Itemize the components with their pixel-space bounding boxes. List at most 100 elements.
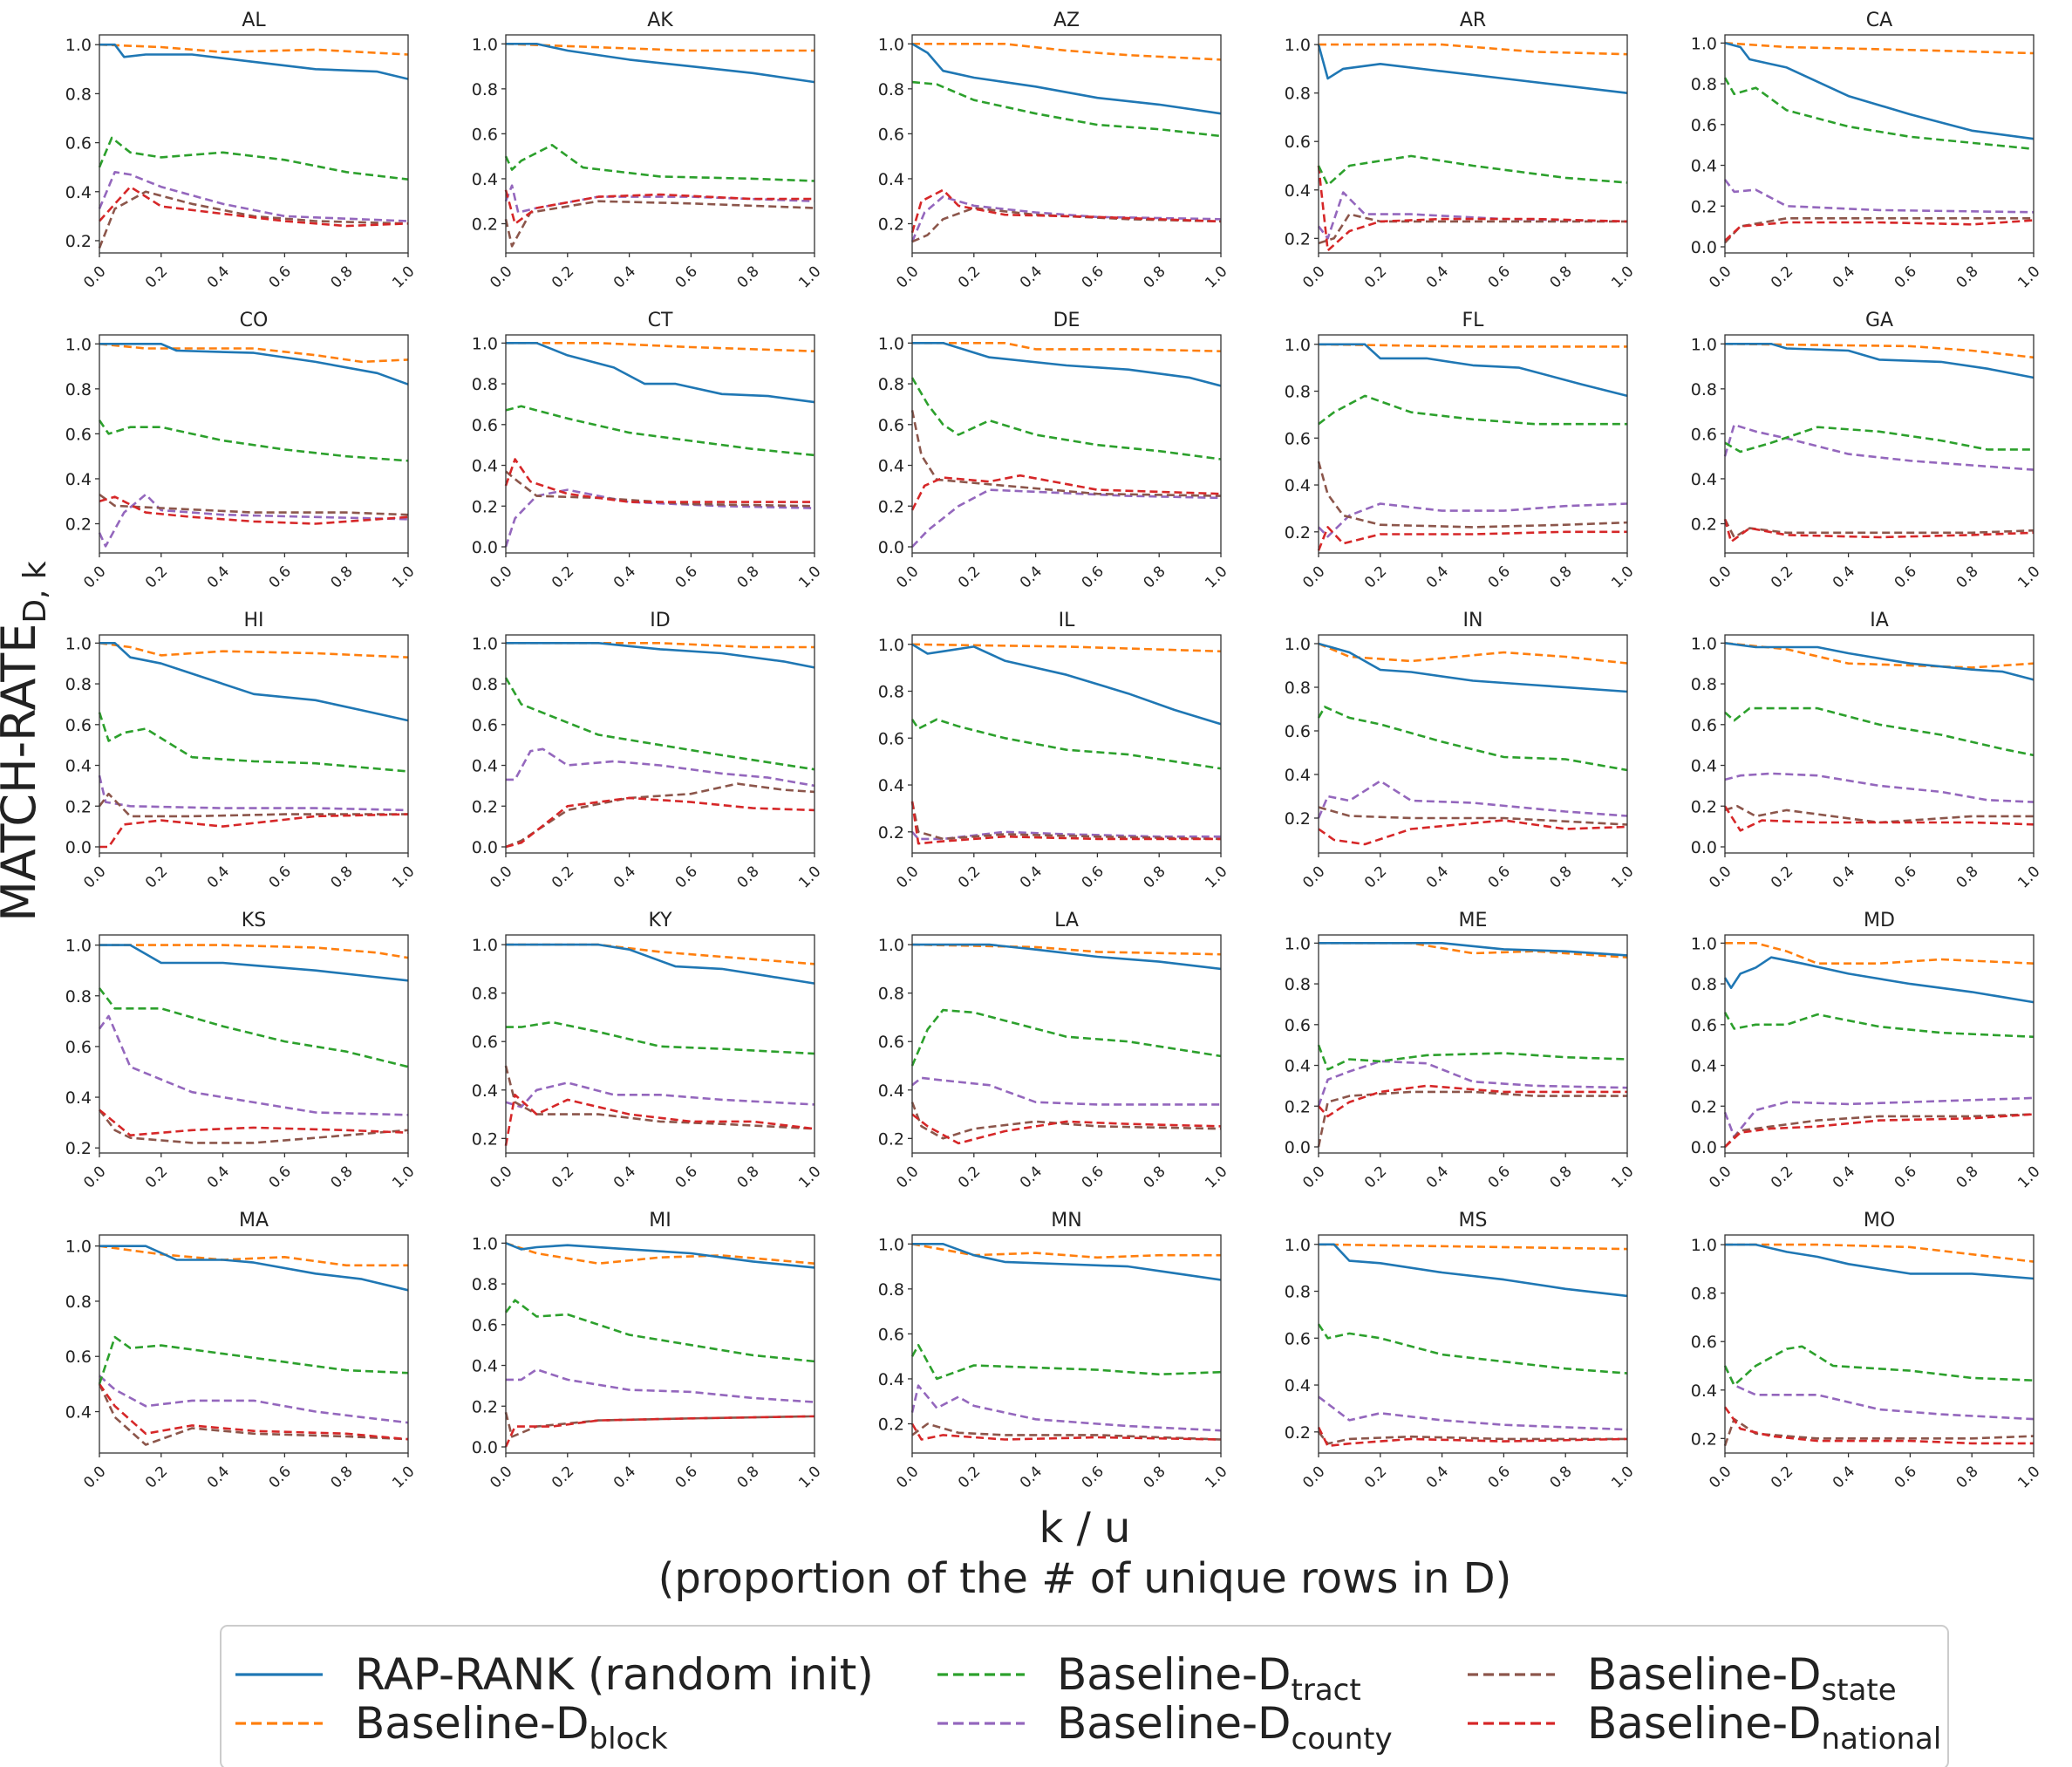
series-line-national [504,189,814,225]
series-line-rap [505,1242,815,1269]
subplot-ak: AK 0.2 0.4 0.6 0.8 1.0 0.0 0.2 0.4 0.6 0.8 1.0 [472,10,825,292]
x-tick-label: 0.4 [610,1463,639,1491]
x-tick-label: 1.0 [795,863,824,891]
series-line-state [505,782,815,849]
subplot-title: AR [1460,10,1486,31]
x-tick-label: 1.0 [1608,1163,1637,1191]
y-tick-label: 0.2 [472,497,498,516]
x-tick-label: 0.0 [487,263,515,291]
subplot-title: GA [1865,310,1893,331]
plot-frame [505,34,815,254]
subplot-md: MD 0.0 0.2 0.4 0.6 0.8 1.0 0.0 0.2 0.4 0.6 0.8 1.0 [1691,910,2044,1192]
series-line-county [98,171,409,222]
y-tick-label: 0.2 [65,1139,92,1158]
x-tick-label: 0.2 [1361,863,1390,891]
x-tick-label: 0.8 [1953,263,1981,291]
x-tick-label: 0.8 [1546,863,1575,891]
plot-frame [99,334,409,554]
subplot-title: AK [647,10,673,31]
series-line-rap [99,642,409,722]
subplot-title: AZ [1053,10,1080,31]
series-line-rap [1723,956,2035,1004]
x-tick-label: 0.0 [487,1163,515,1191]
x-tick-label: 0.8 [733,863,762,891]
series-line-national [910,801,1221,845]
series-line-state [504,1411,815,1438]
legend-item-county: Baseline-Dcounty [937,1698,1393,1757]
series-line-county [506,747,815,788]
y-tick-label: 0.8 [878,985,904,1004]
x-tick-label: 0.0 [487,1463,515,1491]
x-tick-label: 0.6 [1079,1163,1108,1191]
y-tick-label: 0.4 [1691,1382,1717,1401]
x-tick-label: 0.0 [1299,263,1328,291]
series-line-state [910,410,1222,497]
x-tick-label: 0.2 [549,1163,577,1191]
x-tick-label: 0.6 [266,1163,295,1191]
x-tick-label: 0.6 [1891,263,1920,291]
subplot-title: MO [1864,1210,1895,1231]
x-tick-label: 0.8 [1953,863,1981,891]
x-tick-label: 1.0 [1608,263,1637,291]
x-tick-label: 0.6 [1891,863,1920,891]
subplot-mo: MO 0.2 0.4 0.6 0.8 1.0 0.0 0.2 0.4 0.6 0.8 1.0 [1691,1210,2044,1492]
x-tick-label: 0.0 [1299,1163,1328,1191]
x-tick-label: 0.8 [327,263,356,291]
subplot-title: FL [1462,310,1485,331]
x-tick-label: 0.0 [1706,563,1735,591]
subplot-title: IL [1059,610,1075,631]
subplot-me: ME 0.0 0.2 0.4 0.6 0.8 1.0 0.0 0.2 0.4 0.6 0.8 1.0 [1285,910,1638,1192]
y-tick-label: 0.6 [1285,1329,1311,1348]
series-line-tract [911,80,1222,138]
y-tick-label: 0.8 [472,985,498,1004]
y-tick-label: 0.6 [1691,716,1717,735]
series-line-block [911,643,1222,653]
series-line-tract [1723,1345,2035,1387]
y-tick-label: 0.6 [1285,722,1311,741]
x-tick-label: 0.0 [1706,1163,1735,1191]
subplot-title: CO [240,310,269,331]
legend-item-block: Baseline-Dblock [235,1698,668,1757]
series-line-state [99,493,409,516]
x-tick-label: 0.0 [1706,1463,1735,1491]
x-tick-label: 0.8 [327,1163,356,1191]
x-tick-label: 0.4 [1423,1163,1452,1191]
series-line-state [504,1065,815,1130]
series-line-state [504,200,815,248]
series-line-national [505,796,815,849]
x-tick-label: 0.8 [733,563,762,591]
y-tick-label: 0.4 [1691,757,1717,776]
series-line-county [911,488,1222,548]
y-tick-label: 0.2 [878,215,904,234]
y-tick-label: 0.6 [1691,1333,1717,1352]
y-tick-label: 0.4 [65,757,92,776]
x-tick-label: 0.4 [1017,863,1046,891]
x-tick-label: 0.8 [327,1463,356,1491]
series-line-county [1318,502,1628,538]
x-tick-label: 1.0 [389,563,418,591]
x-tick-label: 0.2 [955,863,984,891]
series-line-state [1723,1417,2035,1447]
series-line-rap [1319,1243,1628,1298]
y-tick-label: 0.6 [1691,425,1717,444]
y-tick-label: 0.2 [1285,229,1311,249]
x-tick-label: 0.6 [672,1163,701,1191]
x-tick-label: 0.4 [1423,863,1452,891]
series-line-block [506,342,815,352]
x-tick-label: 0.8 [1140,863,1169,891]
legend-item-national: Baseline-Dnational [1468,1698,1941,1757]
legend-label: Baseline-Dnational [1587,1698,1941,1757]
subplot-ks: KS 0.2 0.4 0.6 0.8 1.0 0.0 0.2 0.4 0.6 0.8 1.0 [65,910,419,1192]
x-tick-label: 0.0 [487,563,515,591]
y-tick-label: 0.6 [878,1325,904,1344]
y-tick-label: 0.4 [878,776,904,795]
y-axis-label-main: MATCH-RATE [0,624,46,922]
x-tick-label: 0.8 [1953,1463,1981,1491]
y-tick-label: 0.8 [1691,1285,1717,1304]
x-tick-label: 0.4 [1017,563,1046,591]
x-tick-label: 0.8 [327,563,356,591]
series-line-block [1318,1243,1628,1251]
plot-frame [1318,934,1628,1154]
y-tick-label: 0.8 [1691,675,1717,694]
x-tick-label: 0.6 [1079,263,1108,291]
